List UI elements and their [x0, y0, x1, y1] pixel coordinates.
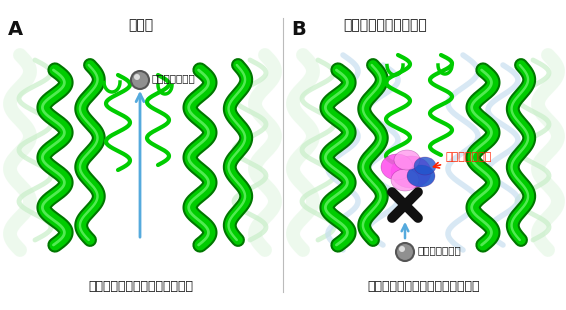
Text: アステミゾールが結合: アステミゾールが結合 — [343, 18, 427, 32]
Ellipse shape — [394, 150, 420, 170]
Circle shape — [134, 74, 140, 80]
Ellipse shape — [407, 165, 435, 187]
Text: アステミゾール: アステミゾール — [434, 152, 492, 168]
Text: カリウムイオン: カリウムイオン — [417, 245, 461, 255]
Ellipse shape — [391, 169, 419, 191]
Text: カリウムイオンが輸送路を通過: カリウムイオンが輸送路を通過 — [88, 280, 194, 293]
Circle shape — [131, 71, 149, 89]
Ellipse shape — [391, 156, 431, 188]
Text: B: B — [291, 20, 306, 39]
Text: A: A — [8, 20, 23, 39]
Ellipse shape — [381, 154, 413, 180]
Text: カリウムイオンの通過をブロック: カリウムイオンの通過をブロック — [368, 280, 480, 293]
Text: カリウムイオン: カリウムイオン — [152, 73, 196, 83]
Circle shape — [396, 243, 414, 261]
Circle shape — [399, 246, 405, 252]
Text: 通常時: 通常時 — [128, 18, 153, 32]
Ellipse shape — [414, 157, 436, 175]
